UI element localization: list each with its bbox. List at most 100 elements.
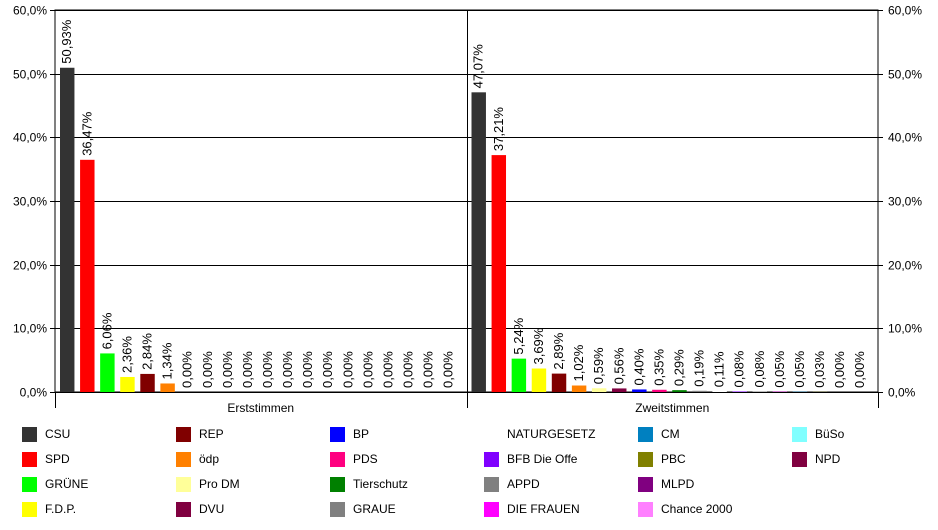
legend-label: PDS bbox=[353, 452, 378, 466]
legend-swatch bbox=[330, 476, 345, 492]
data-label: 0,00% bbox=[832, 351, 847, 388]
legend-item: NPD bbox=[792, 451, 840, 467]
data-label: 0,00% bbox=[441, 351, 456, 388]
y-tick-label-right: 60,0% bbox=[888, 4, 922, 18]
y-tick-label-right: 30,0% bbox=[888, 195, 922, 209]
legend-label: Tierschutz bbox=[353, 477, 408, 491]
bar bbox=[491, 155, 507, 392]
data-label: 0,40% bbox=[631, 348, 646, 385]
data-label: 0,00% bbox=[220, 351, 235, 388]
y-tick-label-left: 10,0% bbox=[13, 322, 47, 336]
bar bbox=[571, 385, 587, 392]
legend-swatch bbox=[638, 476, 653, 492]
data-label: 5,24% bbox=[511, 317, 526, 354]
x-category-label: Zweitstimmen bbox=[635, 401, 709, 415]
y-tick-label-right: 10,0% bbox=[888, 322, 922, 336]
data-label: 0,00% bbox=[380, 351, 395, 388]
legend: CSU SPD GRÜNE F.D.P. REP ödp Pro DM DVU BP PDS Tie… bbox=[0, 424, 938, 524]
data-label: 0,56% bbox=[611, 347, 626, 384]
y-tick-label-right: 0,0% bbox=[888, 386, 916, 400]
legend-swatch bbox=[330, 426, 345, 442]
bar bbox=[732, 391, 747, 392]
legend-item: BüSo bbox=[792, 426, 844, 442]
legend-label: MLPD bbox=[661, 477, 695, 491]
legend-label: GRÜNE bbox=[45, 477, 89, 491]
legend-swatch bbox=[22, 501, 37, 517]
legend-swatch bbox=[330, 451, 345, 467]
bars bbox=[60, 67, 828, 392]
y-tick-label-left: 20,0% bbox=[13, 259, 47, 273]
bar bbox=[511, 358, 527, 392]
legend-item: REP bbox=[176, 426, 224, 442]
bar-chart: 0,0% 0,0% 10,0% 10,0% 20,0% 20,0% 30,0% 30,0% 40… bbox=[13, 4, 922, 416]
legend-item: GRÜNE bbox=[22, 476, 88, 492]
legend-label: NPD bbox=[815, 452, 841, 466]
legend-item: PBC bbox=[638, 451, 686, 467]
legend-swatch bbox=[638, 426, 653, 442]
y-tick-label-left: 40,0% bbox=[13, 131, 47, 145]
data-label: 0,03% bbox=[812, 351, 827, 388]
legend-item: Tierschutz bbox=[330, 476, 408, 492]
legend-label: DVU bbox=[199, 502, 225, 516]
legend-item: BFB Die Offe bbox=[484, 451, 577, 467]
bar bbox=[471, 92, 486, 392]
data-label: 6,06% bbox=[99, 312, 114, 349]
data-label: 0,00% bbox=[320, 351, 335, 388]
legend-swatch bbox=[484, 501, 499, 517]
legend-swatch bbox=[176, 426, 191, 442]
legend-swatch bbox=[792, 451, 807, 467]
legend-label: BüSo bbox=[815, 427, 845, 441]
data-label: 0,11% bbox=[712, 351, 727, 387]
data-label: 0,29% bbox=[671, 349, 686, 386]
y-tick-label-right: 40,0% bbox=[888, 131, 922, 145]
data-label: 37,21% bbox=[491, 107, 506, 152]
y-tick-label-left: 0,0% bbox=[20, 386, 48, 400]
bar bbox=[752, 391, 767, 392]
data-label: 0,00% bbox=[360, 351, 375, 388]
legend-item: ödp bbox=[176, 451, 219, 467]
bar bbox=[140, 373, 155, 392]
legend-label: BP bbox=[353, 427, 370, 441]
bar bbox=[80, 159, 95, 392]
x-category-label: Erststimmen bbox=[227, 401, 294, 415]
data-label: 0,05% bbox=[772, 350, 787, 387]
legend-item: MLPD bbox=[638, 476, 694, 492]
bar bbox=[100, 353, 115, 392]
legend-item: SPD bbox=[22, 451, 70, 467]
legend-label: BFB Die Offe bbox=[507, 452, 578, 466]
data-label: 0,00% bbox=[401, 351, 416, 388]
data-label: 0,00% bbox=[340, 351, 355, 388]
data-label: 0,35% bbox=[651, 348, 666, 385]
legend-swatch bbox=[22, 426, 37, 442]
legend-label: CSU bbox=[45, 427, 71, 441]
data-label: 0,00% bbox=[180, 351, 195, 388]
legend-item: BP bbox=[330, 426, 369, 442]
data-label: 0,08% bbox=[752, 350, 767, 387]
legend-swatch bbox=[330, 501, 345, 517]
legend-item: APPD bbox=[484, 476, 540, 492]
legend-label: ödp bbox=[199, 452, 220, 466]
gridlines bbox=[55, 10, 878, 393]
bar bbox=[160, 383, 175, 392]
legend-swatch bbox=[176, 476, 191, 492]
data-label: 0,00% bbox=[280, 351, 295, 388]
data-label: 2,36% bbox=[119, 336, 134, 373]
data-label: 0,00% bbox=[300, 351, 315, 388]
legend-swatch bbox=[792, 426, 807, 442]
data-label: 36,47% bbox=[79, 111, 94, 156]
bar bbox=[652, 389, 667, 392]
y-tick-label-left: 60,0% bbox=[13, 4, 47, 18]
legend-label: APPD bbox=[507, 477, 540, 491]
legend-label: Chance 2000 bbox=[661, 502, 733, 516]
y-tick-label-right: 20,0% bbox=[888, 259, 922, 273]
data-label: 0,00% bbox=[421, 351, 436, 388]
axes: 0,0% 0,0% 10,0% 10,0% 20,0% 20,0% 30,0% 30,0% 40… bbox=[13, 4, 922, 416]
data-label: 0,00% bbox=[852, 351, 867, 388]
legend-swatch bbox=[176, 501, 191, 517]
data-label: 3,69% bbox=[531, 327, 546, 364]
bar bbox=[551, 373, 567, 392]
y-tick-label-right: 50,0% bbox=[888, 68, 922, 82]
legend-swatch bbox=[22, 451, 37, 467]
data-label: 0,00% bbox=[240, 351, 255, 388]
bar bbox=[60, 67, 75, 392]
